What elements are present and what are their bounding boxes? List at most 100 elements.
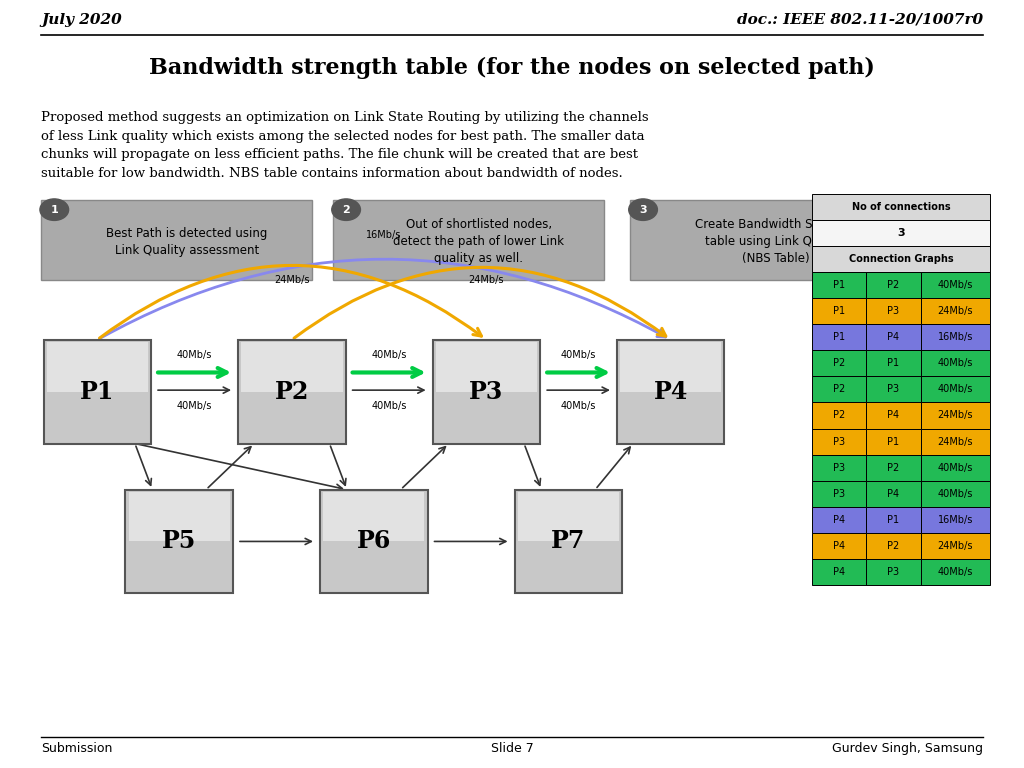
FancyBboxPatch shape: [812, 324, 866, 350]
Text: P7: P7: [551, 529, 586, 554]
Text: 40Mb/s: 40Mb/s: [938, 462, 973, 473]
Text: 3: 3: [897, 227, 905, 238]
Text: 40Mb/s: 40Mb/s: [938, 384, 973, 395]
FancyBboxPatch shape: [866, 298, 921, 324]
FancyBboxPatch shape: [630, 200, 901, 280]
Text: P4: P4: [834, 567, 845, 578]
Text: P4: P4: [888, 332, 899, 343]
FancyBboxPatch shape: [812, 481, 866, 507]
Text: doc.: IEEE 802.11-20/1007r0: doc.: IEEE 802.11-20/1007r0: [737, 13, 983, 27]
FancyBboxPatch shape: [812, 272, 866, 298]
Text: Bandwidth strength table (for the nodes on selected path): Bandwidth strength table (for the nodes …: [150, 57, 874, 78]
FancyBboxPatch shape: [921, 376, 990, 402]
Text: P2: P2: [834, 358, 845, 369]
FancyBboxPatch shape: [515, 490, 623, 594]
Text: Submission: Submission: [41, 742, 113, 754]
Text: P4: P4: [834, 541, 845, 551]
FancyBboxPatch shape: [812, 350, 866, 376]
Circle shape: [332, 199, 360, 220]
Text: 16Mb/s: 16Mb/s: [938, 332, 973, 343]
FancyBboxPatch shape: [866, 533, 921, 559]
FancyBboxPatch shape: [921, 533, 990, 559]
Text: Create Bandwidth Strength
table using Link Quality.
(NBS Table): Create Bandwidth Strength table using Li…: [695, 218, 856, 265]
FancyBboxPatch shape: [41, 200, 312, 280]
Text: No of connections: No of connections: [852, 201, 950, 212]
Text: Gurdev Singh, Samsung: Gurdev Singh, Samsung: [833, 742, 983, 754]
Text: P1: P1: [834, 332, 845, 343]
FancyBboxPatch shape: [866, 559, 921, 585]
FancyBboxPatch shape: [921, 455, 990, 481]
Text: P2: P2: [274, 379, 309, 404]
Text: 40Mb/s: 40Mb/s: [177, 350, 212, 360]
Text: P3: P3: [888, 306, 899, 316]
Text: Best Path is detected using
Link Quality assessment: Best Path is detected using Link Quality…: [106, 227, 267, 257]
Text: 40Mb/s: 40Mb/s: [561, 401, 596, 411]
FancyBboxPatch shape: [866, 429, 921, 455]
Text: P4: P4: [653, 379, 688, 404]
Text: Proposed method suggests an optimization on Link State Routing by utilizing the : Proposed method suggests an optimization…: [41, 111, 648, 180]
Text: 24Mb/s: 24Mb/s: [469, 274, 504, 285]
Text: 1: 1: [50, 204, 58, 215]
FancyBboxPatch shape: [921, 559, 990, 585]
FancyBboxPatch shape: [921, 272, 990, 298]
Text: P4: P4: [888, 410, 899, 421]
FancyBboxPatch shape: [812, 246, 990, 272]
FancyBboxPatch shape: [921, 324, 990, 350]
Text: P4: P4: [888, 488, 899, 499]
FancyBboxPatch shape: [812, 376, 866, 402]
FancyBboxPatch shape: [866, 507, 921, 533]
Text: 24Mb/s: 24Mb/s: [938, 436, 973, 447]
Circle shape: [629, 199, 657, 220]
Text: P1: P1: [834, 280, 845, 290]
FancyBboxPatch shape: [129, 492, 229, 541]
Text: Connection Graphs: Connection Graphs: [849, 253, 953, 264]
Text: 24Mb/s: 24Mb/s: [938, 306, 973, 316]
FancyBboxPatch shape: [921, 429, 990, 455]
Circle shape: [40, 199, 69, 220]
Text: P2: P2: [888, 462, 899, 473]
FancyBboxPatch shape: [812, 559, 866, 585]
FancyBboxPatch shape: [866, 376, 921, 402]
Text: P4: P4: [834, 515, 845, 525]
FancyBboxPatch shape: [812, 533, 866, 559]
Text: 40Mb/s: 40Mb/s: [938, 567, 973, 578]
FancyBboxPatch shape: [324, 492, 424, 541]
Text: 40Mb/s: 40Mb/s: [177, 401, 212, 411]
FancyBboxPatch shape: [238, 340, 345, 444]
FancyBboxPatch shape: [333, 200, 604, 280]
Text: 40Mb/s: 40Mb/s: [938, 280, 973, 290]
Text: 24Mb/s: 24Mb/s: [938, 541, 973, 551]
FancyBboxPatch shape: [921, 402, 990, 429]
FancyBboxPatch shape: [866, 350, 921, 376]
Text: P3: P3: [888, 567, 899, 578]
Text: 40Mb/s: 40Mb/s: [561, 350, 596, 360]
Text: P3: P3: [834, 436, 845, 447]
Text: 40Mb/s: 40Mb/s: [372, 401, 407, 411]
FancyBboxPatch shape: [125, 490, 232, 594]
Text: P2: P2: [834, 410, 845, 421]
Text: P5: P5: [162, 529, 197, 554]
Text: P1: P1: [888, 515, 899, 525]
Text: P3: P3: [888, 384, 899, 395]
Text: P3: P3: [469, 379, 504, 404]
Text: P1: P1: [80, 379, 115, 404]
FancyBboxPatch shape: [866, 481, 921, 507]
FancyBboxPatch shape: [866, 455, 921, 481]
Text: 24Mb/s: 24Mb/s: [938, 410, 973, 421]
Text: 2: 2: [342, 204, 350, 215]
FancyBboxPatch shape: [319, 490, 428, 594]
Text: 16Mb/s: 16Mb/s: [938, 515, 973, 525]
Text: 3: 3: [639, 204, 647, 215]
Text: P1: P1: [888, 436, 899, 447]
FancyBboxPatch shape: [43, 340, 152, 444]
FancyBboxPatch shape: [812, 455, 866, 481]
FancyBboxPatch shape: [518, 492, 618, 541]
Text: 40Mb/s: 40Mb/s: [938, 358, 973, 369]
Text: P2: P2: [888, 280, 899, 290]
FancyBboxPatch shape: [812, 402, 866, 429]
FancyBboxPatch shape: [621, 343, 721, 392]
FancyBboxPatch shape: [47, 343, 147, 392]
Text: 16Mb/s: 16Mb/s: [367, 230, 401, 240]
FancyBboxPatch shape: [242, 343, 342, 392]
FancyBboxPatch shape: [921, 507, 990, 533]
